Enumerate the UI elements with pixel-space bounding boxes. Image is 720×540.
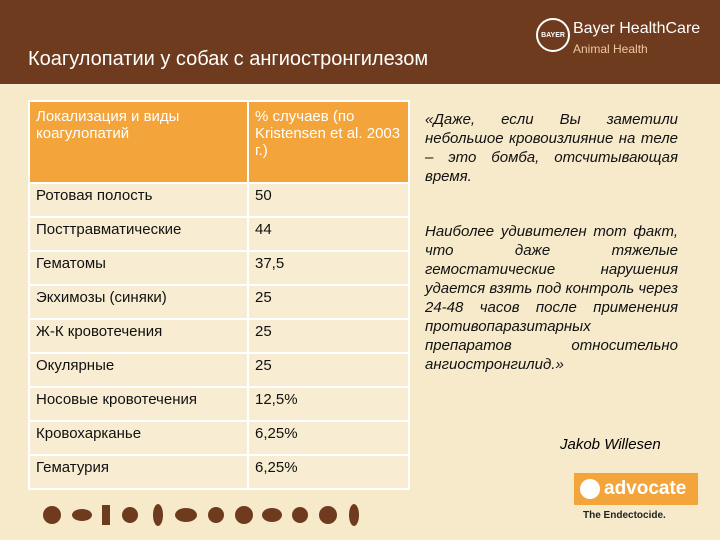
table-cell: 37,5 xyxy=(247,250,410,286)
logo-division: Animal Health xyxy=(573,42,648,56)
table-row: Гематурия 6,25% xyxy=(28,454,410,490)
table-row: Носовые кровотечения 12,5% xyxy=(28,386,410,422)
table-row: Гематомы 37,5 xyxy=(28,250,410,286)
table-row: Экхимозы (синяки) 25 xyxy=(28,284,410,320)
table-cell: 12,5% xyxy=(247,386,410,422)
quote-body: Наиболее удивителен тот факт, что даже т… xyxy=(425,223,678,373)
table-cell: Окулярные xyxy=(28,352,249,388)
title: Коагулопатии у собак с ангиостронгилезом xyxy=(28,48,429,70)
author: Jakob Willesen xyxy=(560,436,661,453)
table-cell: Гематурия xyxy=(28,454,249,490)
product-tagline: The Endectocide. xyxy=(583,510,666,521)
table-cell: Гематомы xyxy=(28,250,249,286)
logo-brand: Bayer HealthCare xyxy=(573,20,701,37)
column-header: Локализация и виды коагулопатий xyxy=(28,100,249,184)
table-cell: 6,25% xyxy=(247,454,410,490)
table-row: Ротовая полость 50 xyxy=(28,182,410,218)
table: Локализация и виды коагулопатий% случаев… xyxy=(28,100,410,490)
table-cell: 6,25% xyxy=(247,420,410,456)
table-row: Посттравматические 44 xyxy=(28,216,410,252)
table-cell: Ротовая полость xyxy=(28,182,249,218)
table-cell: 25 xyxy=(247,352,410,388)
table-cell: Ж-К кровотечения xyxy=(28,318,249,354)
column-header: % случаев (по Kristensen et al. 2003 г.) xyxy=(247,100,410,184)
table-cell: Носовые кровотечения xyxy=(28,386,249,422)
table-cell: Посттравматические xyxy=(28,216,249,252)
table-cell: 50 xyxy=(247,182,410,218)
table-row: Кровохарканье 6,25% xyxy=(28,420,410,456)
table-cell: Кровохарканье xyxy=(28,420,249,456)
parasite-icons xyxy=(43,504,359,526)
table-cell: 25 xyxy=(247,318,410,354)
table-cell: 44 xyxy=(247,216,410,252)
table-cell: 25 xyxy=(247,284,410,320)
table-row: Окулярные 25 xyxy=(28,352,410,388)
logo-emblem: BAYER xyxy=(536,18,570,52)
header-band xyxy=(0,0,720,84)
product-name: advocate xyxy=(604,478,687,499)
product-logo: advocate xyxy=(574,473,698,505)
quote: «Даже, если Вы заметили небольшое кровои… xyxy=(425,111,678,185)
table-row: Ж-К кровотечения 25 xyxy=(28,318,410,354)
table-cell: Экхимозы (синяки) xyxy=(28,284,249,320)
